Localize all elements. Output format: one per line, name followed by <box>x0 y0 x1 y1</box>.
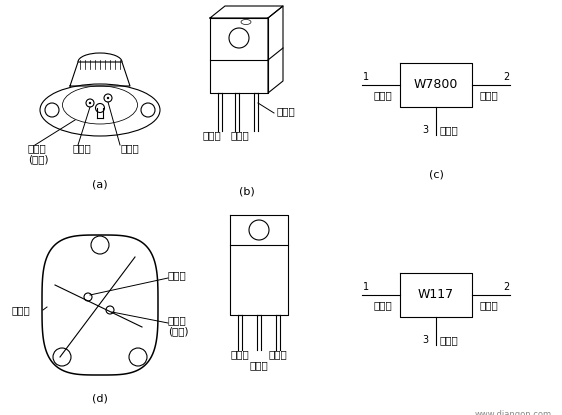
Text: 输出端: 输出端 <box>168 315 187 325</box>
Text: (外壳): (外壳) <box>168 326 188 336</box>
Text: 调整端: 调整端 <box>440 335 459 345</box>
Text: www.diangon.com: www.diangon.com <box>475 410 552 415</box>
Text: 调整端: 调整端 <box>12 305 31 315</box>
Text: 输出端: 输出端 <box>479 90 498 100</box>
Text: 1: 1 <box>363 72 369 82</box>
Text: 输出端: 输出端 <box>121 143 139 153</box>
Text: 输入端: 输入端 <box>374 300 392 310</box>
Circle shape <box>89 102 91 104</box>
Text: 2: 2 <box>503 72 509 82</box>
Text: (c): (c) <box>429 170 443 180</box>
Text: W117: W117 <box>418 288 454 302</box>
Text: 输入端: 输入端 <box>203 130 221 140</box>
Text: 输出端: 输出端 <box>250 360 269 370</box>
Text: 1: 1 <box>363 282 369 292</box>
Text: 公共端: 公共端 <box>440 125 459 135</box>
Text: 输入端: 输入端 <box>72 143 92 153</box>
Text: 输出端: 输出端 <box>479 300 498 310</box>
Text: 输入端: 输入端 <box>374 90 392 100</box>
Text: 2: 2 <box>503 282 509 292</box>
Text: (d): (d) <box>92 393 108 403</box>
Text: 输入端: 输入端 <box>269 349 287 359</box>
Circle shape <box>107 97 109 99</box>
Text: (外壳): (外壳) <box>28 154 48 164</box>
Text: 输出端: 输出端 <box>277 106 296 116</box>
Text: 3: 3 <box>422 125 428 135</box>
Text: 调整端: 调整端 <box>230 349 250 359</box>
Text: (a): (a) <box>92 180 108 190</box>
Text: 输入端: 输入端 <box>168 270 187 280</box>
Text: 公共端: 公共端 <box>230 130 250 140</box>
Text: W7800: W7800 <box>414 78 458 91</box>
Text: 公共端: 公共端 <box>28 143 47 153</box>
Text: (b): (b) <box>239 187 255 197</box>
Text: 3: 3 <box>422 335 428 345</box>
